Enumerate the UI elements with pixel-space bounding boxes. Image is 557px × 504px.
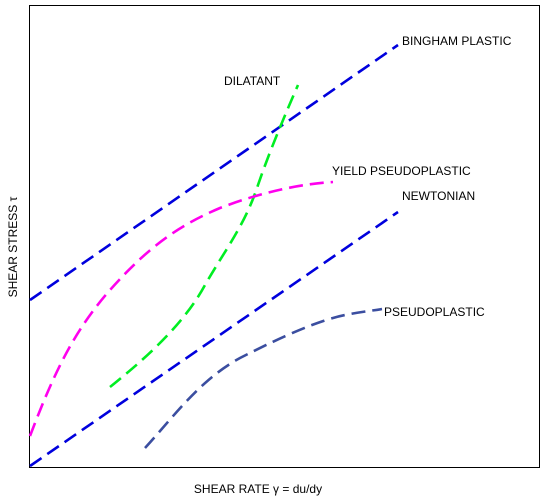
- curve-yield-pseudoplastic: [28, 180, 334, 437]
- curve-newtonian: [29, 210, 399, 468]
- label-newtonian: NEWTONIAN: [402, 189, 475, 203]
- label-yield-pseudoplastic: YIELD PSEUDOPLASTIC: [332, 164, 471, 178]
- label-bingham-plastic: BINGHAM PLASTIC: [402, 34, 512, 48]
- curve-bingham-plastic: [29, 43, 399, 302]
- plot-frame: [29, 5, 540, 468]
- label-dilatant: DILATANT: [224, 74, 281, 88]
- x-axis-label: SHEAR RATE γ = du/dy: [194, 482, 322, 496]
- curve-pseudoplastic: [144, 307, 383, 449]
- curve-dilatant: [109, 84, 300, 389]
- label-pseudoplastic: PSEUDOPLASTIC: [384, 305, 485, 319]
- y-axis-label: SHEAR STRESS τ: [6, 196, 20, 297]
